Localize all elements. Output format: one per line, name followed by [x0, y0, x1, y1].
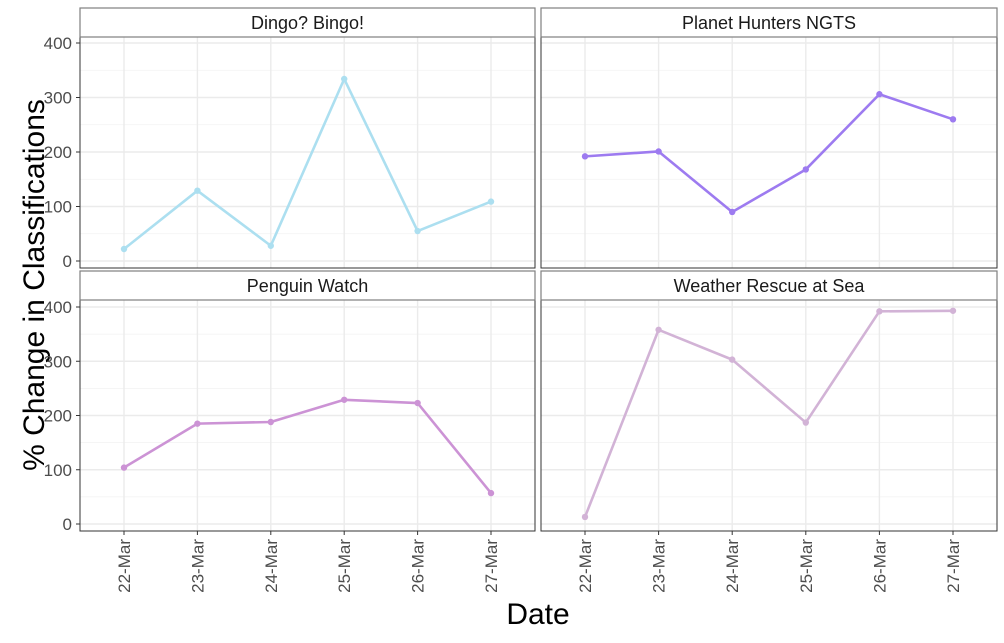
data-point	[802, 166, 809, 173]
y-tick-label: 100	[44, 198, 72, 217]
data-point	[341, 396, 348, 403]
data-point	[341, 75, 348, 83]
x-tick-label: 26-Mar	[870, 539, 889, 593]
facet-title: Dingo? Bingo!	[251, 13, 364, 33]
series-line	[123, 77, 492, 251]
data-point	[120, 464, 128, 471]
series-line	[123, 398, 493, 494]
data-point	[414, 399, 421, 407]
data-point	[729, 208, 736, 216]
facet-panel: Weather Rescue at Sea 22-Mar 23-Mar 24-Mar 2…	[540, 270, 998, 593]
data-point	[655, 148, 662, 155]
y-tick-label: 400	[44, 298, 72, 317]
x-tick-label: 26-Mar	[409, 539, 428, 593]
y-tick-label: 400	[44, 34, 72, 53]
x-tick-label: 22-Mar	[576, 539, 595, 593]
data-point	[876, 308, 883, 315]
data-point	[414, 227, 421, 235]
y-tick-label: 300	[44, 89, 72, 108]
x-tick-label: 24-Mar	[262, 539, 281, 593]
data-point	[876, 91, 883, 98]
data-point	[581, 513, 589, 521]
facet-strip	[79, 7, 536, 38]
data-point	[802, 419, 809, 426]
facet-strip	[540, 7, 998, 38]
data-point	[194, 420, 201, 427]
series-line	[584, 92, 954, 214]
series-line	[583, 309, 954, 518]
data-point	[949, 116, 957, 123]
data-point	[487, 198, 495, 205]
data-point	[729, 356, 736, 363]
facet-panel: Penguin Watch 0 100 200 300 400 22-Mar 23-Mar 24…	[44, 270, 536, 593]
data-point	[120, 245, 128, 253]
x-tick-label: 23-Mar	[188, 539, 207, 593]
facet-strip	[540, 270, 998, 301]
facet-title: Penguin Watch	[247, 276, 368, 296]
facet-title: Weather Rescue at Sea	[674, 276, 866, 296]
x-tick-label: 27-Mar	[944, 539, 963, 593]
x-tick-label: 24-Mar	[723, 539, 742, 593]
data-point	[487, 489, 495, 497]
facet-strip	[79, 270, 536, 301]
y-tick-label: 100	[44, 461, 72, 480]
y-tick-label: 0	[63, 252, 72, 271]
data-point	[655, 326, 662, 333]
y-tick-label: 0	[63, 515, 72, 534]
data-point	[194, 187, 201, 194]
data-point	[949, 307, 957, 314]
x-axis-label: Date	[506, 598, 569, 631]
y-axis-label: % Change in Classifications	[18, 99, 51, 471]
x-tick-label: 27-Mar	[482, 539, 501, 593]
facet-title: Planet Hunters NGTS	[682, 13, 856, 33]
y-tick-label: 300	[44, 352, 72, 371]
y-tick-label: 200	[44, 143, 72, 162]
x-tick-label: 23-Mar	[650, 539, 669, 593]
facet-panel: Planet Hunters NGTS	[540, 7, 998, 269]
data-point	[267, 242, 274, 249]
x-tick-label: 25-Mar	[797, 539, 816, 593]
x-tick-label: 22-Mar	[115, 539, 134, 593]
x-tick-label: 25-Mar	[335, 539, 354, 593]
facet-panel: Dingo? Bingo! 0 100 200 300 400	[44, 7, 536, 271]
data-point	[267, 418, 274, 426]
y-tick-label: 200	[44, 407, 72, 426]
data-point	[581, 153, 589, 160]
